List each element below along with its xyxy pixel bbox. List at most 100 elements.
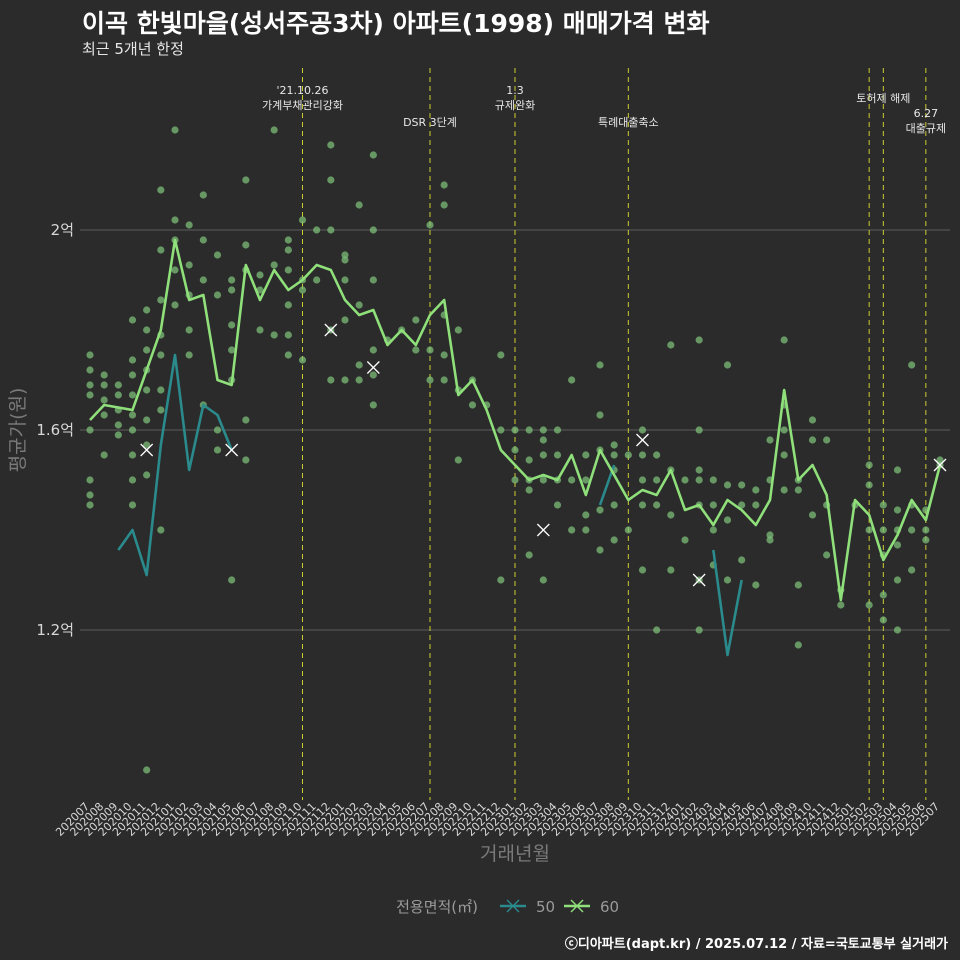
transaction-point xyxy=(653,501,661,509)
transaction-point xyxy=(582,476,590,484)
transaction-point xyxy=(228,276,236,284)
transaction-point xyxy=(596,361,604,369)
transaction-point xyxy=(738,501,746,509)
transaction-point xyxy=(752,486,760,494)
transaction-point xyxy=(553,451,562,459)
transaction-point xyxy=(86,381,94,389)
transaction-point xyxy=(86,391,94,399)
transaction-point xyxy=(86,491,94,499)
transaction-point xyxy=(128,426,137,434)
transaction-point xyxy=(270,126,278,134)
event-label: 1.3 xyxy=(506,84,524,97)
transaction-point xyxy=(823,436,831,444)
transaction-point xyxy=(171,126,179,134)
transaction-point xyxy=(922,536,930,544)
transaction-point xyxy=(228,576,236,584)
transaction-point xyxy=(468,401,477,409)
transaction-point xyxy=(242,176,250,184)
transaction-point xyxy=(738,556,746,564)
transaction-point xyxy=(539,576,547,584)
transaction-point xyxy=(511,426,519,434)
highlight-stroke xyxy=(140,443,154,457)
transaction-point xyxy=(86,426,94,434)
transaction-point xyxy=(440,351,448,359)
transaction-point xyxy=(738,481,746,489)
chart-title: 이곡 한빛마을(성서주공3차) 아파트(1998) 매매가격 변화 xyxy=(82,9,710,38)
transaction-point xyxy=(638,501,647,509)
transaction-point xyxy=(185,261,193,269)
transaction-point xyxy=(511,446,519,454)
transaction-point xyxy=(780,486,788,494)
transaction-point xyxy=(539,426,547,434)
event-label: 특례대출축소 xyxy=(598,116,659,129)
transaction-point xyxy=(256,326,264,334)
highlight-stroke xyxy=(536,523,550,537)
transaction-point xyxy=(922,526,930,534)
highlight-stroke xyxy=(324,323,338,337)
transaction-point xyxy=(157,526,165,534)
transaction-point xyxy=(100,381,108,389)
transaction-point xyxy=(369,276,377,284)
y-axis-title: 평균가(원) xyxy=(7,388,29,473)
transaction-point xyxy=(440,181,448,189)
transaction-point xyxy=(865,601,873,609)
transaction-point xyxy=(355,361,363,369)
event-label: 6.27 xyxy=(914,107,939,120)
transaction-point xyxy=(284,331,292,339)
transaction-point xyxy=(143,386,151,394)
transaction-point xyxy=(128,411,137,419)
transaction-point xyxy=(355,201,363,209)
transaction-point xyxy=(114,391,122,399)
transaction-point xyxy=(879,591,887,599)
transaction-point xyxy=(709,476,717,484)
transaction-point xyxy=(171,301,179,309)
transaction-point xyxy=(440,201,448,209)
transaction-point xyxy=(228,286,236,294)
transaction-point xyxy=(893,506,902,514)
transaction-point xyxy=(497,351,505,359)
transaction-point xyxy=(908,526,916,534)
transaction-point xyxy=(114,431,122,439)
transaction-point xyxy=(497,426,505,434)
transaction-point xyxy=(284,301,292,309)
event-label: 토허제 해제 xyxy=(856,91,910,105)
legend-swatch-mark xyxy=(506,899,520,913)
transaction-point xyxy=(553,426,562,434)
legend-title: 전용면적(㎡) xyxy=(396,898,478,916)
transaction-point xyxy=(228,346,236,354)
transaction-point xyxy=(426,346,434,354)
transaction-point xyxy=(653,476,661,484)
transaction-point xyxy=(766,436,774,444)
transaction-point xyxy=(638,451,647,459)
transaction-point xyxy=(100,371,108,379)
highlight-stroke xyxy=(636,433,649,447)
transaction-point xyxy=(298,216,307,224)
transaction-point xyxy=(808,436,817,444)
event-label: '21.10.26 xyxy=(276,84,328,97)
transaction-point xyxy=(582,511,590,519)
series-50-line xyxy=(712,549,743,657)
highlight-marker xyxy=(933,458,947,472)
transaction-point xyxy=(341,251,349,259)
transaction-point xyxy=(440,376,448,384)
transaction-point xyxy=(723,516,732,524)
transaction-point xyxy=(128,501,137,509)
highlight-marker xyxy=(636,433,649,447)
transaction-point xyxy=(128,451,137,459)
y-tick-label: 1.6억 xyxy=(36,421,74,439)
transaction-point xyxy=(766,531,774,539)
transaction-point xyxy=(128,316,137,324)
transaction-point xyxy=(284,266,292,274)
series-60-line xyxy=(89,238,942,602)
transaction-point xyxy=(128,476,137,484)
highlight-marker xyxy=(225,443,239,457)
transaction-point xyxy=(568,526,576,534)
transaction-point xyxy=(171,266,179,274)
transaction-point xyxy=(341,376,349,384)
transaction-point xyxy=(638,566,647,574)
transaction-point xyxy=(653,626,661,634)
transaction-point xyxy=(879,501,887,509)
transaction-point xyxy=(808,511,817,519)
transaction-point xyxy=(213,446,222,454)
